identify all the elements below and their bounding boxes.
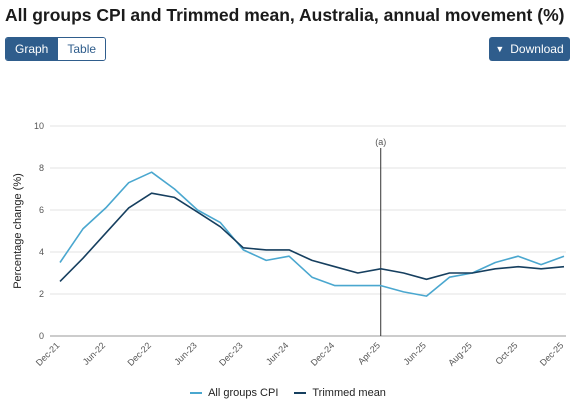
y-tick-label: 2 <box>39 289 44 299</box>
download-label: Download <box>510 42 564 56</box>
legend-label-trimmed-mean: Trimmed mean <box>312 387 386 399</box>
legend-item-trimmed-mean[interactable]: Trimmed mean <box>294 387 386 399</box>
graph-tab[interactable]: Graph <box>6 38 58 60</box>
y-tick-label: 0 <box>39 331 44 341</box>
download-button[interactable]: ▼ Download <box>489 37 570 61</box>
x-tick-label: Jun-24 <box>264 340 291 367</box>
legend-item-all-groups[interactable]: All groups CPI <box>190 387 278 399</box>
x-tick-label: Jun-23 <box>172 340 199 367</box>
legend-swatch-trimmed-mean <box>294 392 307 394</box>
series-line-trimmed-mean[interactable] <box>59 192 565 282</box>
x-tick-label: Dec-23 <box>217 340 245 368</box>
x-tick-label: Jun-25 <box>401 340 428 367</box>
x-tick-label: Dec-21 <box>34 340 62 368</box>
x-tick-label: Apr-25 <box>356 340 382 366</box>
y-axis-ticks: 0 2 4 6 8 10 <box>34 121 44 341</box>
legend: All groups CPI Trimmed mean <box>0 387 576 399</box>
y-tick-label: 10 <box>34 121 44 131</box>
line-chart: 0 2 4 6 8 10 Dec-21 Jun-22 Dec-22 Jun-23 Dec-23 Ju… <box>12 121 566 368</box>
page-title: All groups CPI and Trimmed mean, Austral… <box>5 5 565 25</box>
y-tick-label: 6 <box>39 205 44 215</box>
x-axis-ticks: Dec-21 Jun-22 Dec-22 Jun-23 Dec-23 Jun-24 Dec-… <box>34 340 566 368</box>
series-line-all-groups-cpi[interactable] <box>59 171 565 297</box>
x-tick-label: Dec-24 <box>309 340 337 368</box>
x-tick-label: Dec-22 <box>125 340 153 368</box>
legend-swatch-all-groups <box>190 392 203 394</box>
x-tick-label: Aug-25 <box>446 340 474 368</box>
table-tab[interactable]: Table <box>57 38 106 60</box>
view-toggle: Graph Table <box>5 37 107 61</box>
y-axis-title: Percentage change (%) <box>12 173 24 289</box>
chevron-down-icon: ▼ <box>495 44 505 54</box>
annotation-label: (a) <box>375 137 386 147</box>
grid-lines <box>50 125 566 337</box>
series-lines <box>59 171 565 297</box>
y-tick-label: 4 <box>39 247 44 257</box>
x-tick-label: Dec-25 <box>538 340 566 368</box>
y-tick-label: 8 <box>39 163 44 173</box>
x-tick-label: Oct-25 <box>493 340 519 366</box>
x-tick-label: Jun-22 <box>81 340 108 367</box>
legend-label-all-groups: All groups CPI <box>208 387 279 399</box>
